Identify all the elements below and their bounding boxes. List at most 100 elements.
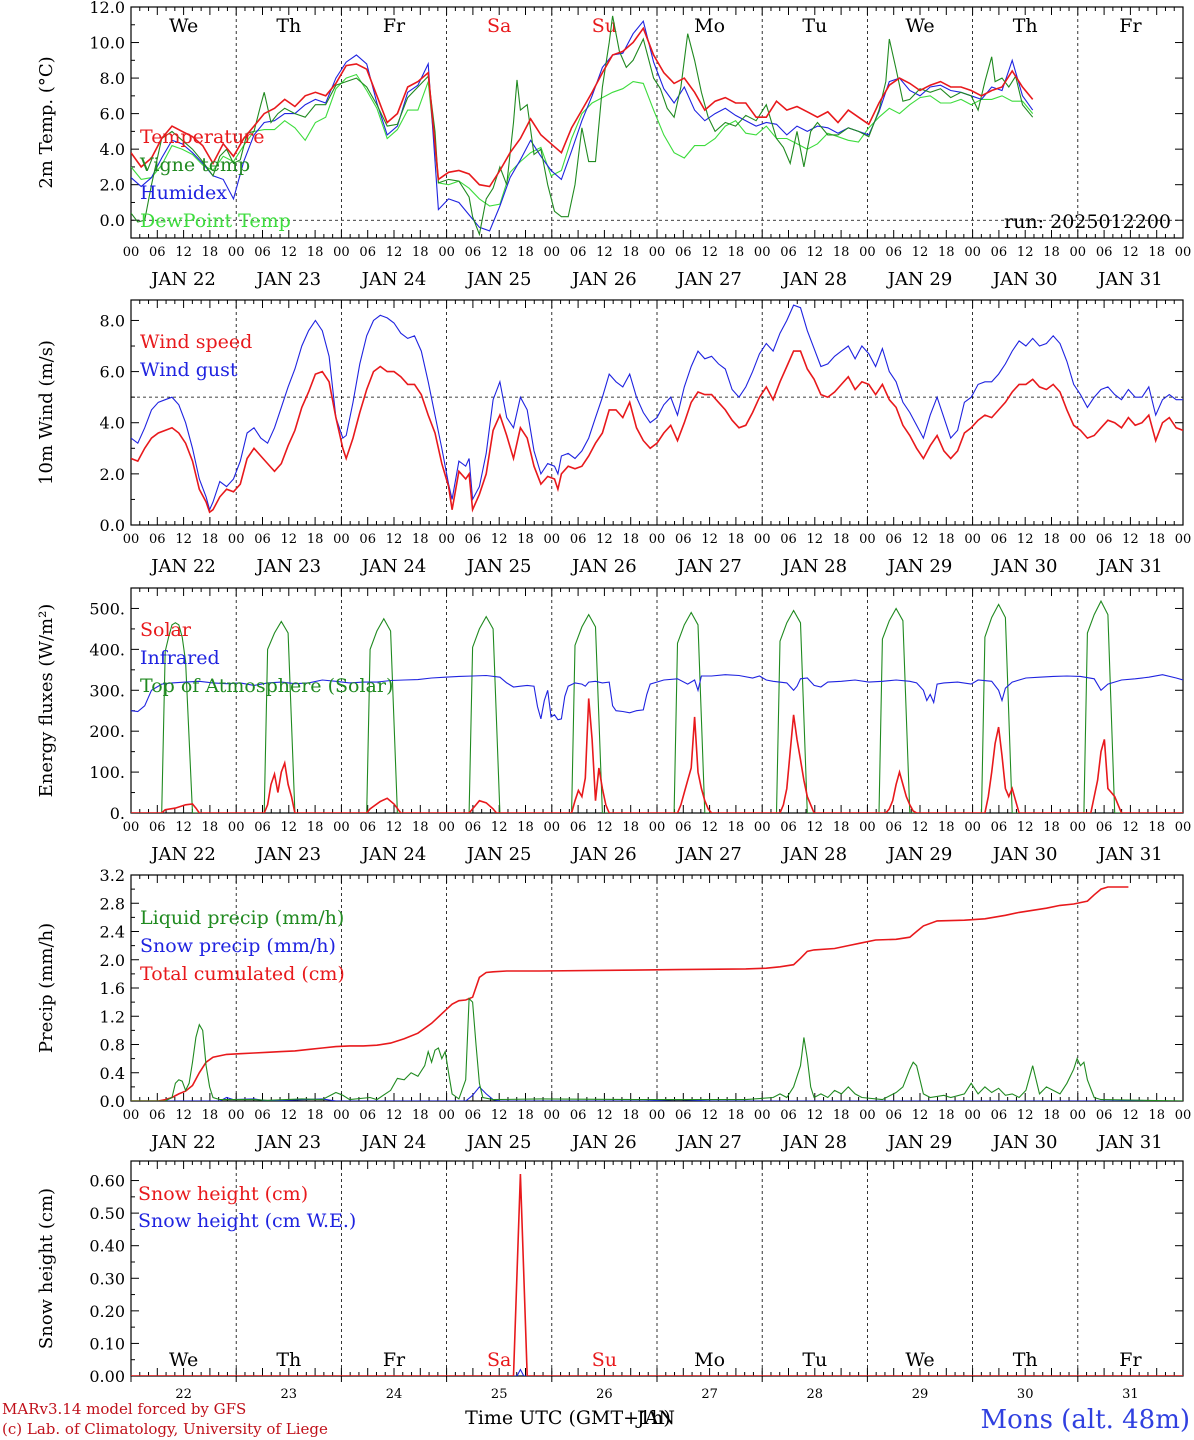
y-tick-label: 1.6 xyxy=(100,979,125,998)
hour-label: 06 xyxy=(780,532,797,547)
hour-label: 18 xyxy=(938,820,955,835)
hour-label: 00 xyxy=(228,1108,245,1123)
date-label: JAN 30 xyxy=(991,1132,1058,1153)
legend-entry: Wind gust xyxy=(140,359,238,381)
hour-label: 18 xyxy=(412,245,429,260)
legend-entry: Snow precip (mm/h) xyxy=(140,935,336,957)
legend-entry: Snow height (cm W.E.) xyxy=(138,1210,356,1232)
hour-label: 06 xyxy=(1096,532,1113,547)
day-number-label: 23 xyxy=(281,1387,298,1402)
hour-label: 06 xyxy=(149,820,166,835)
hour-label: 00 xyxy=(544,245,561,260)
y-axis-label: Energy fluxes (W/m²) xyxy=(36,604,57,798)
hour-label: 12 xyxy=(701,532,718,547)
hour-label: 18 xyxy=(517,532,534,547)
hour-label: 00 xyxy=(438,532,455,547)
hour-label: 12 xyxy=(386,1108,403,1123)
hour-label: 06 xyxy=(991,245,1008,260)
hour-label: 18 xyxy=(1043,820,1060,835)
legend-entry: Wind speed xyxy=(140,331,252,353)
hour-label: 06 xyxy=(465,1108,482,1123)
date-label: JAN 26 xyxy=(570,844,637,865)
y-tick-label: 0.0 xyxy=(100,516,125,535)
y-axis-label: 10m Wind (m/s) xyxy=(36,340,57,485)
panels: 0.0 2.0 4.0 6.0 8.0 10.0 12.0 2m Temp. (°C) 00 06… xyxy=(36,0,1191,1402)
hour-label: 00 xyxy=(544,1108,561,1123)
hour-label: 00 xyxy=(1175,245,1192,260)
panel-3: 0. 100. 200. 300. 400. 500. Energy fluxes (W/m… xyxy=(36,587,1191,865)
date-label: JAN 27 xyxy=(675,1132,742,1153)
hour-label: 18 xyxy=(307,532,324,547)
hour-label: 00 xyxy=(754,532,771,547)
hour-label: 06 xyxy=(885,532,902,547)
hour-label: 12 xyxy=(1122,245,1139,260)
date-label: JAN 29 xyxy=(886,556,953,577)
hour-label: 06 xyxy=(675,820,692,835)
hour-label: 12 xyxy=(175,1108,192,1123)
series-line-snow-height-cm-w-e xyxy=(131,1368,1183,1376)
hour-label: 18 xyxy=(202,1108,219,1123)
hour-label: 18 xyxy=(1043,1108,1060,1123)
y-tick-label: 0.00 xyxy=(89,1367,125,1386)
y-tick-label: 10.0 xyxy=(89,34,125,53)
series-line-liquid-precip-mm-h xyxy=(131,997,1183,1101)
date-label: JAN 24 xyxy=(360,844,427,865)
hour-label: 00 xyxy=(333,820,350,835)
hour-label: 18 xyxy=(728,245,745,260)
hour-label: 12 xyxy=(175,820,192,835)
hour-label: 00 xyxy=(123,820,140,835)
hour-label: 18 xyxy=(307,245,324,260)
hour-label: 00 xyxy=(964,820,981,835)
hour-label: 12 xyxy=(281,820,298,835)
date-label: JAN 22 xyxy=(149,1132,216,1153)
legend-entry: Top of Atmosphere (Solar) xyxy=(140,675,393,697)
hour-label: 00 xyxy=(964,245,981,260)
series-line-vigne-temp xyxy=(131,15,1034,237)
date-label: JAN 28 xyxy=(781,1132,848,1153)
date-label: JAN 26 xyxy=(570,269,637,290)
y-tick-label: 4.0 xyxy=(100,140,125,159)
date-label: JAN 26 xyxy=(570,1132,637,1153)
y-tick-label: 0. xyxy=(110,804,125,823)
hour-label: 06 xyxy=(675,1108,692,1123)
hour-label: 00 xyxy=(649,245,666,260)
credit-line-1: MARv3.14 model forced by GFS xyxy=(2,1400,246,1418)
hour-label: 12 xyxy=(596,820,613,835)
weekday-label: Fr xyxy=(1119,1349,1142,1371)
hour-label: 00 xyxy=(859,245,876,260)
hour-label: 00 xyxy=(1175,1108,1192,1123)
y-tick-label: 400. xyxy=(89,640,125,659)
y-tick-label: 0.60 xyxy=(89,1172,125,1191)
weekday-label: Th xyxy=(1013,1349,1038,1371)
hour-label: 06 xyxy=(465,245,482,260)
hour-label: 12 xyxy=(807,245,824,260)
hour-label: 18 xyxy=(622,1108,639,1123)
hour-label: 06 xyxy=(675,532,692,547)
hour-label: 18 xyxy=(1148,245,1165,260)
hour-label: 18 xyxy=(412,820,429,835)
hour-label: 06 xyxy=(570,820,587,835)
date-label: JAN 31 xyxy=(1096,1132,1163,1153)
hour-label: 18 xyxy=(1043,245,1060,260)
hour-label: 06 xyxy=(1096,245,1113,260)
hour-label: 12 xyxy=(701,1108,718,1123)
plot-frame xyxy=(130,299,1184,526)
hour-label: 06 xyxy=(675,245,692,260)
day-number-label: 30 xyxy=(1017,1387,1034,1402)
hour-label: 12 xyxy=(1017,820,1034,835)
date-label: JAN 31 xyxy=(1096,844,1163,865)
panel-1: 0.0 2.0 4.0 6.0 8.0 10.0 12.0 2m Temp. (°C) 00 06… xyxy=(36,0,1191,290)
x-axis-title-overlap: JAN xyxy=(635,1407,675,1429)
y-tick-label: 0.20 xyxy=(89,1302,125,1321)
weekday-label: Tu xyxy=(802,15,827,37)
weekday-label: We xyxy=(905,15,934,37)
hour-label: 00 xyxy=(438,1108,455,1123)
plot-frame xyxy=(130,587,1184,814)
legend-entry: Snow height (cm) xyxy=(138,1183,308,1205)
date-label: JAN 30 xyxy=(991,269,1058,290)
series-line-solar xyxy=(131,698,1183,813)
hour-label: 12 xyxy=(912,820,929,835)
hour-label: 12 xyxy=(491,1108,508,1123)
y-tick-label: 500. xyxy=(89,599,125,618)
weekday-label: Fr xyxy=(383,15,406,37)
